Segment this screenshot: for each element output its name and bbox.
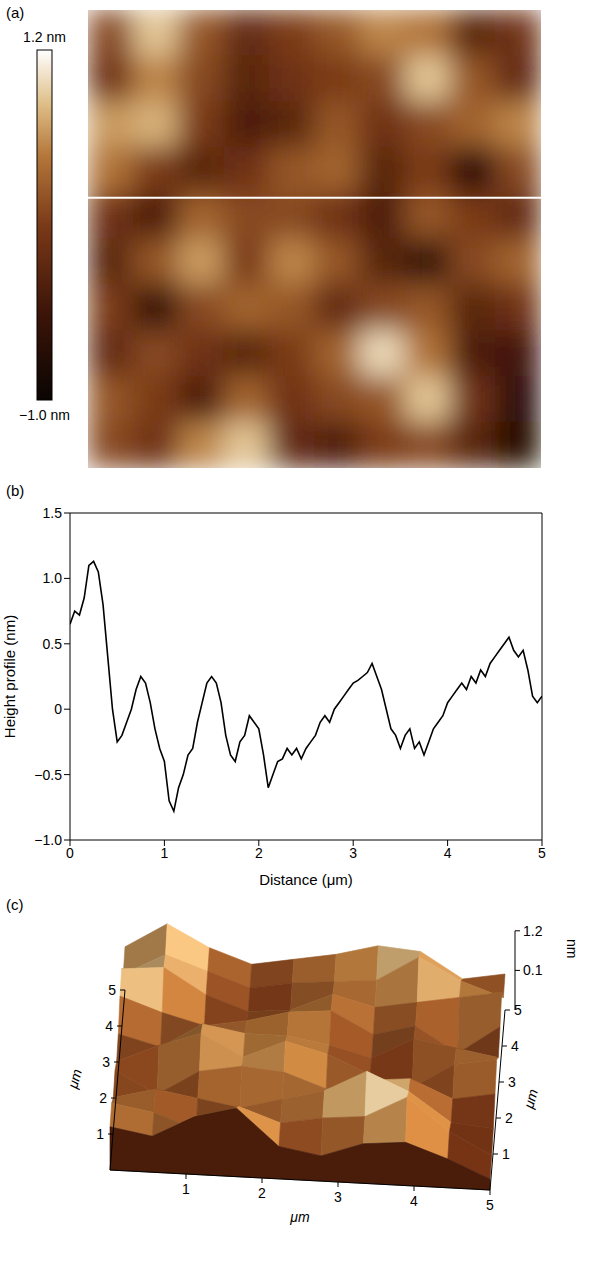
- svg-text:−0.5: −0.5: [34, 767, 62, 783]
- svg-text:4: 4: [410, 1193, 418, 1209]
- svg-text:0: 0: [54, 701, 62, 717]
- svg-text:2: 2: [258, 1185, 266, 1201]
- svg-text:5: 5: [538, 845, 546, 861]
- svg-text:μm: μm: [289, 1209, 310, 1225]
- svg-text:1: 1: [182, 1181, 190, 1197]
- svg-text:μm: μm: [520, 1087, 541, 1111]
- svg-text:1: 1: [161, 845, 169, 861]
- svg-text:4: 4: [105, 1018, 113, 1034]
- svg-text:3: 3: [508, 1074, 516, 1090]
- svg-text:−1.0: −1.0: [34, 832, 62, 848]
- svg-text:4: 4: [511, 1038, 519, 1054]
- svg-text:2: 2: [255, 845, 263, 861]
- svg-text:2: 2: [99, 1090, 107, 1106]
- svg-text:3: 3: [102, 1054, 110, 1070]
- svg-text:1.5: 1.5: [43, 505, 63, 521]
- svg-text:nm: nm: [564, 939, 580, 958]
- svg-text:5: 5: [514, 1002, 522, 1018]
- svg-text:5: 5: [108, 982, 116, 998]
- svg-text:2: 2: [505, 1110, 513, 1126]
- svg-text:0.5: 0.5: [43, 636, 63, 652]
- svg-text:(c): (c): [6, 896, 24, 913]
- svg-text:μm: μm: [64, 1067, 85, 1091]
- svg-text:1.0: 1.0: [43, 570, 63, 586]
- svg-text:4: 4: [444, 845, 452, 861]
- svg-text:3: 3: [334, 1189, 342, 1205]
- svg-text:−1.0 nm: −1.0 nm: [19, 407, 70, 423]
- svg-text:1: 1: [96, 1126, 104, 1142]
- svg-text:5: 5: [486, 1197, 494, 1213]
- svg-text:0.1: 0.1: [523, 962, 543, 978]
- svg-text:Distance (μm): Distance (μm): [259, 871, 353, 888]
- svg-text:(a): (a): [6, 4, 24, 21]
- svg-text:0: 0: [66, 845, 74, 861]
- svg-text:(b): (b): [6, 482, 24, 499]
- svg-text:1: 1: [502, 1146, 510, 1162]
- svg-text:3: 3: [349, 845, 357, 861]
- svg-text:Height profile (nm): Height profile (nm): [1, 615, 18, 738]
- svg-text:1.2 nm: 1.2 nm: [23, 29, 66, 45]
- svg-text:1.2: 1.2: [523, 923, 543, 939]
